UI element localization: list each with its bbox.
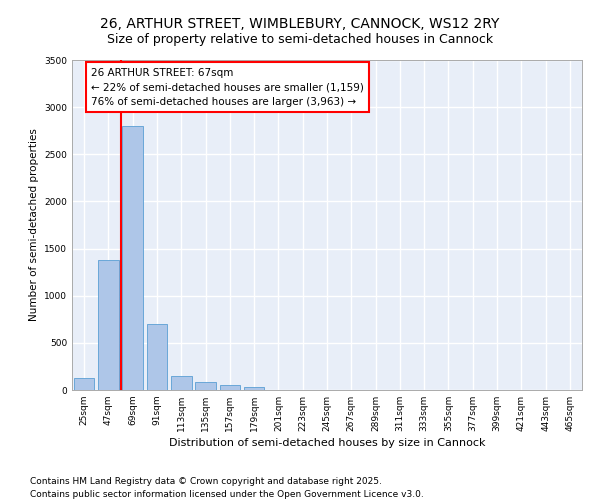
Bar <box>146 324 167 390</box>
Text: Contains HM Land Registry data © Crown copyright and database right 2025.
Contai: Contains HM Land Registry data © Crown c… <box>30 478 424 499</box>
X-axis label: Distribution of semi-detached houses by size in Cannock: Distribution of semi-detached houses by … <box>169 438 485 448</box>
Bar <box>220 385 240 390</box>
Bar <box>74 378 94 390</box>
Text: 26 ARTHUR STREET: 67sqm
← 22% of semi-detached houses are smaller (1,159)
76% of: 26 ARTHUR STREET: 67sqm ← 22% of semi-de… <box>91 68 364 107</box>
Text: 26, ARTHUR STREET, WIMBLEBURY, CANNOCK, WS12 2RY: 26, ARTHUR STREET, WIMBLEBURY, CANNOCK, … <box>100 18 500 32</box>
Bar <box>122 126 143 390</box>
Bar <box>98 260 119 390</box>
Text: Size of property relative to semi-detached houses in Cannock: Size of property relative to semi-detach… <box>107 32 493 46</box>
Bar <box>195 382 216 390</box>
Bar <box>171 376 191 390</box>
Y-axis label: Number of semi-detached properties: Number of semi-detached properties <box>29 128 38 322</box>
Bar <box>244 386 265 390</box>
